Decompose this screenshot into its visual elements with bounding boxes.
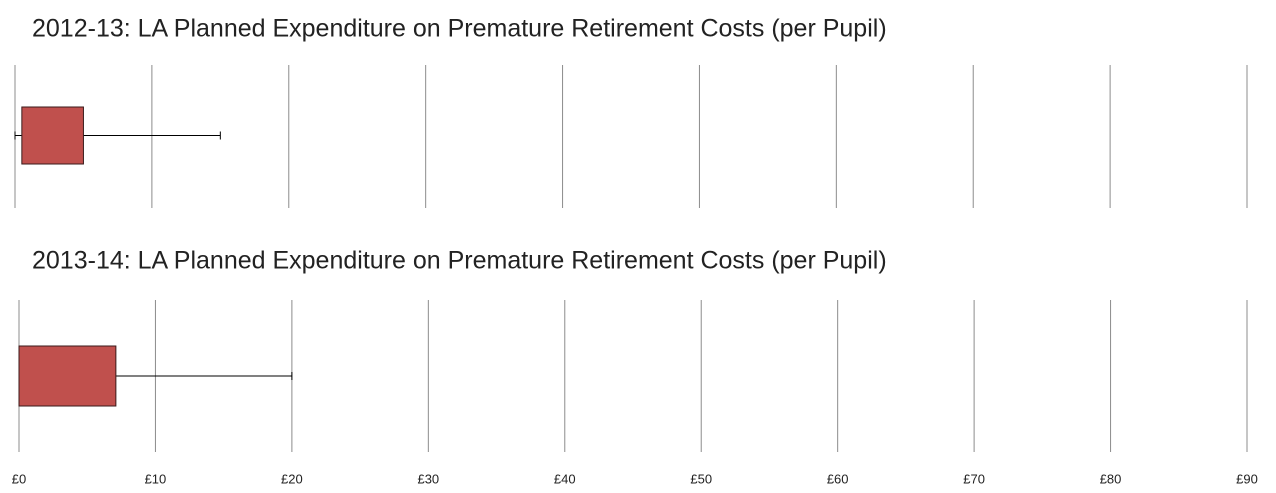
x-tick-label: £60 — [827, 471, 849, 486]
x-tick-label: £0 — [12, 471, 26, 486]
x-tick-label: £70 — [963, 471, 985, 486]
x-tick-label: £80 — [1100, 471, 1122, 486]
x-tick-label: £30 — [417, 471, 439, 486]
x-tick-label: £10 — [145, 471, 167, 486]
x-tick-label: £50 — [690, 471, 712, 486]
x-tick-label: £20 — [281, 471, 303, 486]
chart-title: 2013-14: LA Planned Expenditure on Prema… — [32, 247, 887, 275]
x-tick-label: £90 — [1236, 471, 1258, 486]
box — [18, 345, 117, 407]
x-tick-label: £40 — [554, 471, 576, 486]
box — [21, 106, 84, 165]
chart-title: 2012-13: LA Planned Expenditure on Prema… — [32, 15, 887, 43]
